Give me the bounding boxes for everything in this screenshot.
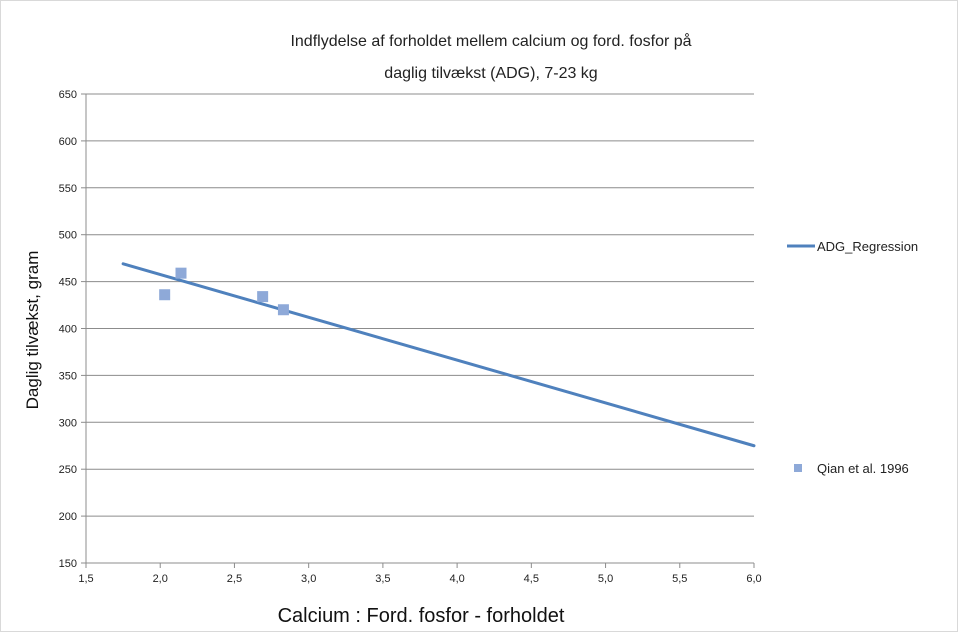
legend-item-regression: ADG_Regression bbox=[787, 239, 918, 254]
legend-label-regression: ADG_Regression bbox=[817, 239, 918, 254]
x-tick-label: 2,5 bbox=[227, 573, 242, 585]
y-tick-label: 250 bbox=[59, 464, 77, 476]
x-tick-label: 5,5 bbox=[672, 573, 687, 585]
x-tick-label: 3,0 bbox=[301, 573, 316, 585]
legend-label-scatter: Qian et al. 1996 bbox=[817, 461, 909, 476]
series bbox=[121, 262, 756, 448]
y-tick-label: 150 bbox=[59, 558, 77, 570]
legend-item-scatter: Qian et al. 1996 bbox=[794, 461, 909, 476]
x-tick-label: 3,5 bbox=[375, 573, 390, 585]
data-point bbox=[277, 304, 289, 316]
y-tick-label: 550 bbox=[59, 183, 77, 195]
x-tick-label: 5,0 bbox=[598, 573, 613, 585]
x-tick-labels: 1,5 2,0 2,5 3,0 3,5 4,0 4,5 5,0 5,5 6,0 bbox=[78, 573, 761, 585]
data-point bbox=[175, 267, 187, 279]
x-tick-label: 6,0 bbox=[746, 573, 761, 585]
x-tick-label: 2,0 bbox=[153, 573, 168, 585]
data-point bbox=[159, 289, 171, 301]
y-tick-label: 650 bbox=[59, 89, 77, 101]
chart-title-line-1: Indflydelse af forholdet mellem calcium … bbox=[290, 32, 691, 50]
y-tick-label: 450 bbox=[59, 277, 77, 289]
legend-square-swatch bbox=[794, 464, 802, 472]
axes bbox=[81, 93, 755, 568]
y-tick-label: 300 bbox=[59, 417, 77, 429]
grid bbox=[86, 93, 754, 564]
data-point bbox=[257, 291, 269, 303]
y-tick-label: 400 bbox=[59, 324, 77, 336]
chart-title-line-2: daglig tilvækst (ADG), 7-23 kg bbox=[384, 65, 597, 82]
x-tick-label: 1,5 bbox=[78, 573, 93, 585]
y-tick-labels: 150 200 250 300 350 400 450 500 550 600 650 bbox=[59, 89, 77, 570]
y-tick-label: 500 bbox=[59, 230, 77, 242]
y-tick-label: 200 bbox=[59, 511, 77, 523]
x-tick-label: 4,0 bbox=[449, 573, 464, 585]
x-axis-title: Calcium : Ford. fosfor - forholdet bbox=[278, 605, 565, 627]
regression-line bbox=[121, 262, 756, 448]
y-tick-label: 350 bbox=[59, 370, 77, 382]
y-axis-title: Daglig tilvækst, gram bbox=[23, 251, 42, 410]
x-tick-label: 4,5 bbox=[524, 573, 539, 585]
y-tick-label: 600 bbox=[59, 136, 77, 148]
